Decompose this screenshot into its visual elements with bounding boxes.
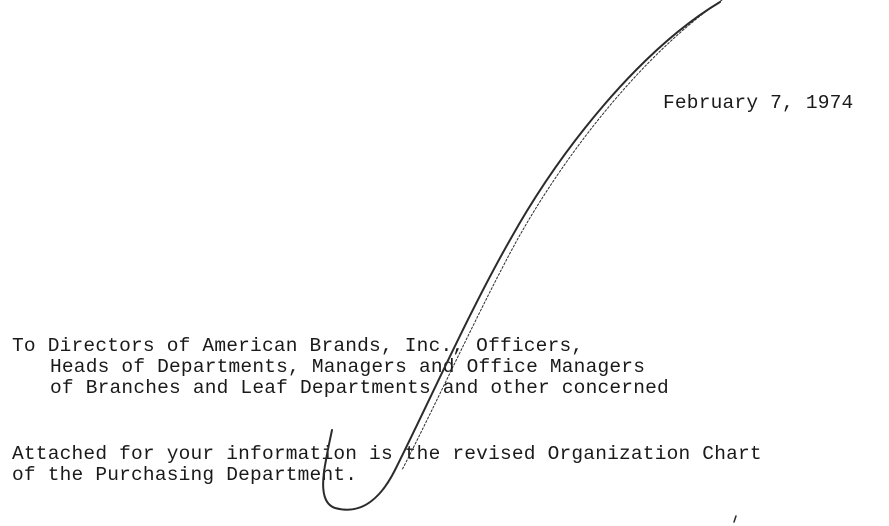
addressee-line: Heads of Departments, Managers and Offic… [50, 356, 646, 378]
body-line: Attached for your information is the rev… [12, 443, 762, 465]
addressee-line: of Branches and Leaf Departments and oth… [50, 377, 669, 399]
body-line: of the Purchasing Department. [12, 464, 358, 486]
addressee-line: To Directors of American Brands, Inc., O… [12, 335, 584, 357]
letter-date: February 7, 1974 [663, 92, 854, 114]
